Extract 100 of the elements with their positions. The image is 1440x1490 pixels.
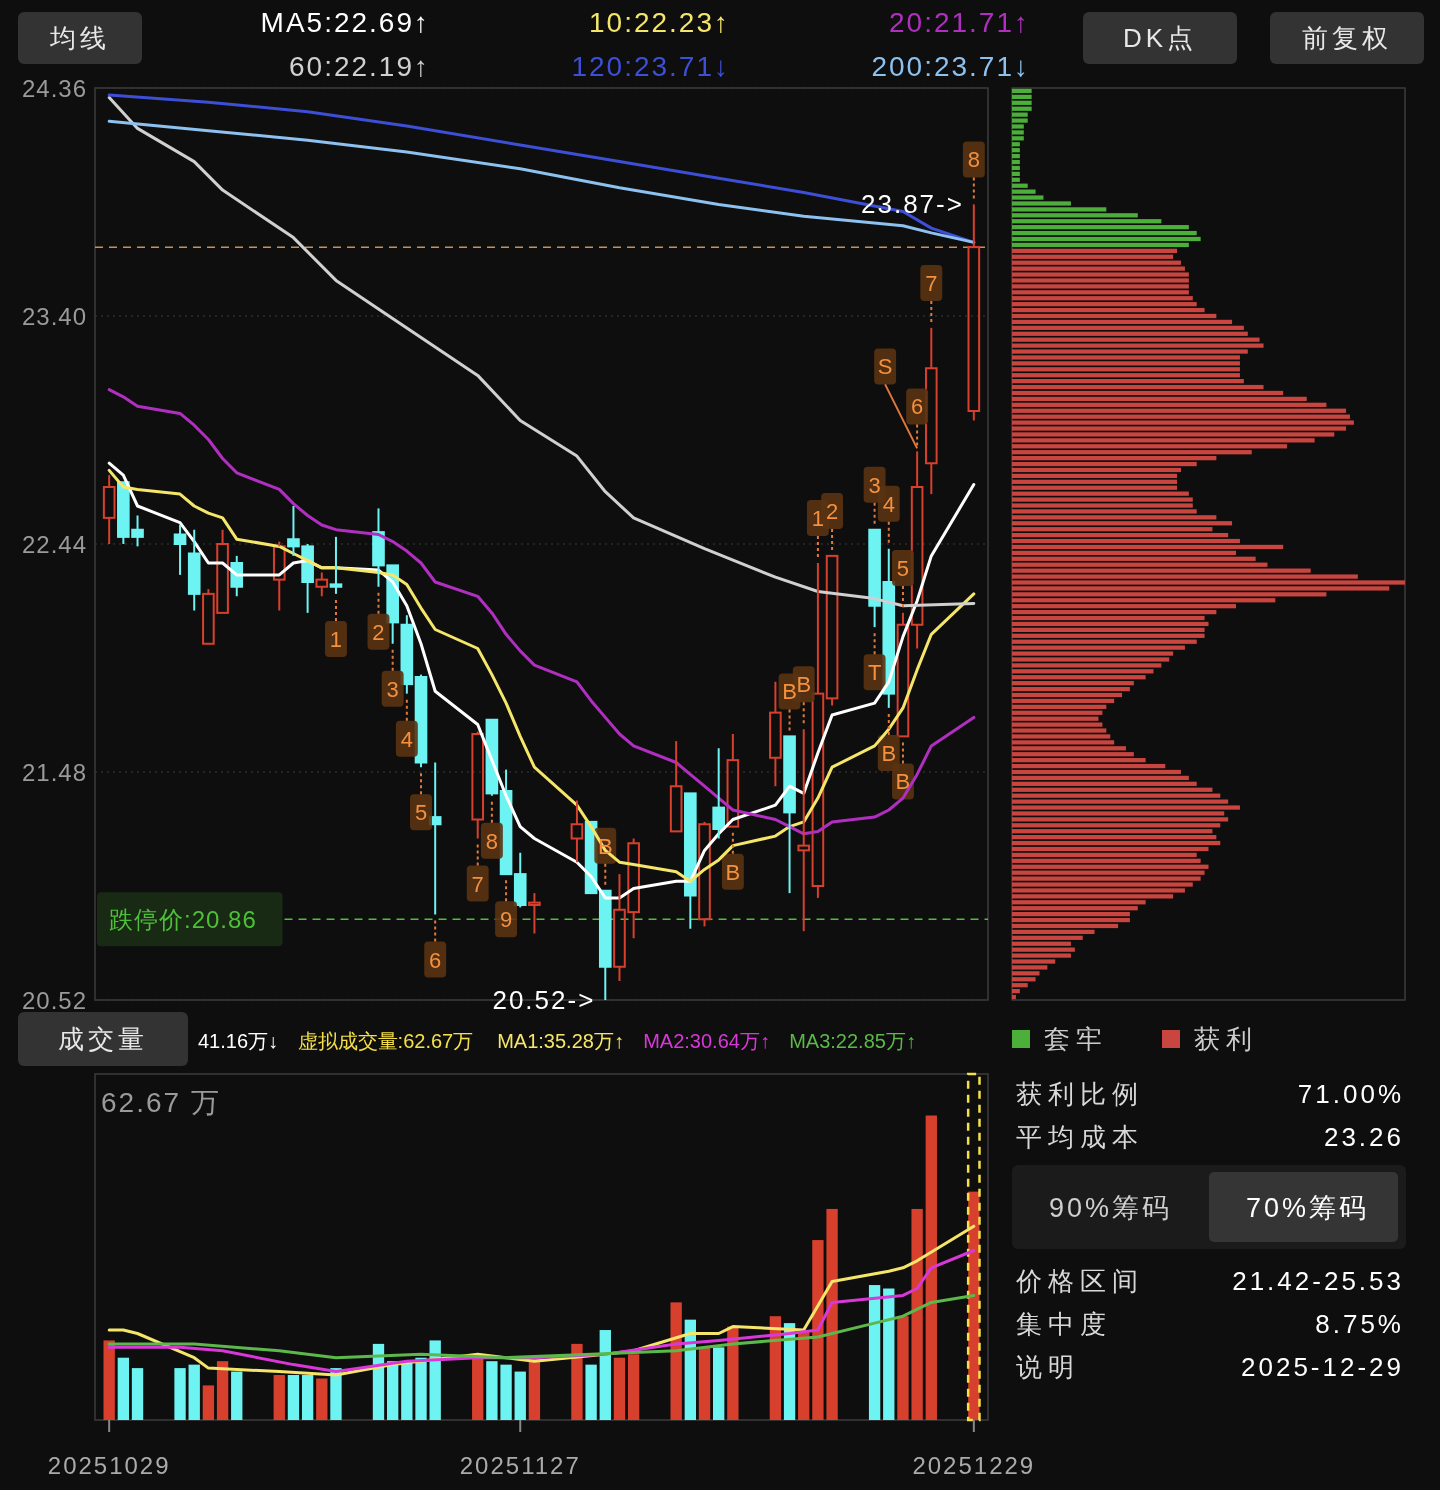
annotation: 23.87-> <box>861 189 964 220</box>
bar <box>1012 467 1181 473</box>
bar <box>966 1072 981 1422</box>
bar <box>1012 319 1233 325</box>
bar <box>1012 988 1020 994</box>
bar <box>585 1364 597 1420</box>
text: 均线 <box>49 23 110 53</box>
bar <box>798 1330 810 1420</box>
candlestick <box>712 747 725 840</box>
bar <box>1012 325 1244 330</box>
annotation: 8 <box>967 147 980 173</box>
bar <box>1012 148 1020 153</box>
annotation: B <box>725 859 741 885</box>
candlestick <box>967 203 981 422</box>
bar <box>1012 675 1146 680</box>
text: 获利 <box>1194 1024 1258 1054</box>
bar <box>571 1343 583 1420</box>
bar <box>1012 846 1209 852</box>
bar <box>1012 183 1028 188</box>
bar <box>1012 941 1071 946</box>
text: MA5:22.69↑ <box>260 7 430 38</box>
bar <box>1012 829 1213 834</box>
annotation: 20.52-> <box>492 985 596 1015</box>
bar <box>727 1326 739 1420</box>
annotation: 6 <box>429 947 442 973</box>
bar <box>1012 633 1205 638</box>
text: 23.26 <box>1323 1122 1404 1152</box>
candlestick <box>570 799 584 864</box>
bar <box>273 1375 285 1420</box>
bar <box>1012 171 1020 176</box>
annotation: 6 <box>911 394 924 420</box>
bar <box>1012 390 1284 396</box>
y-tick-label: 24.36 <box>21 75 87 102</box>
bar <box>1012 929 1095 935</box>
bar <box>627 1354 640 1420</box>
text: 集中度 <box>1016 1309 1112 1339</box>
text: 60:22.19↑ <box>289 51 430 82</box>
bar <box>1012 840 1221 846</box>
bar <box>301 1375 314 1420</box>
candlestick <box>910 450 924 650</box>
bar <box>1012 379 1244 384</box>
text: 41.16万↓ <box>198 1030 279 1052</box>
bar <box>1012 479 1178 484</box>
bar <box>1012 142 1020 147</box>
bar <box>1012 627 1205 632</box>
bar <box>1012 758 1146 763</box>
candlestick <box>187 528 201 612</box>
x-tick-label: 20251029 <box>47 1452 171 1479</box>
annotation: B <box>782 679 797 705</box>
text: MA3:22.85万↑ <box>789 1030 916 1052</box>
bar <box>1012 900 1146 905</box>
candlestick <box>797 728 811 933</box>
bar <box>1012 177 1020 182</box>
text: 70%筹码 <box>1245 1193 1370 1223</box>
bar <box>1012 225 1189 230</box>
annotation: 7 <box>471 871 484 897</box>
text: 20:21.71↑ <box>889 7 1030 38</box>
bar <box>1012 544 1284 550</box>
bar <box>231 1371 243 1420</box>
bar <box>387 1361 399 1420</box>
bar <box>1012 532 1229 538</box>
candlestick <box>811 562 825 899</box>
bar <box>1012 106 1032 111</box>
text: 前复权 <box>1302 23 1392 53</box>
y-tick-label: 23.40 <box>21 303 87 330</box>
bar <box>1012 331 1248 336</box>
text: 21.42-25.53 <box>1232 1266 1404 1296</box>
bar <box>1012 598 1276 603</box>
annotation: 3 <box>386 676 399 702</box>
bar <box>514 1371 526 1420</box>
bar <box>1012 100 1032 105</box>
bar <box>1012 852 1197 858</box>
bar <box>713 1347 725 1420</box>
bar <box>1012 787 1213 792</box>
text: 套牢 <box>1044 1024 1108 1054</box>
annotation: 4 <box>882 491 895 517</box>
bar <box>1012 923 1119 929</box>
text: 200:23.71↓ <box>871 51 1030 82</box>
text: 71.00% <box>1297 1079 1404 1109</box>
bar <box>188 1364 200 1420</box>
bar <box>486 1361 498 1420</box>
bar <box>1012 935 1083 940</box>
y-tick-label: 21.48 <box>21 759 87 786</box>
bar <box>1012 917 1130 923</box>
bar <box>1012 384 1264 390</box>
text: 90%筹码 <box>1048 1193 1173 1223</box>
bar <box>216 1361 229 1420</box>
bar <box>1012 550 1237 556</box>
text: 虚拟成交量:62.67万 <box>297 1030 474 1052</box>
annotation: T <box>867 660 882 686</box>
candlestick <box>329 535 343 595</box>
bar <box>1012 775 1189 781</box>
bar <box>287 1375 300 1420</box>
candlestick <box>528 892 541 935</box>
bar <box>1012 485 1178 490</box>
bar <box>1012 248 1178 253</box>
annotation: 7 <box>925 270 938 296</box>
ref-line-label: 跌停价:20.86 <box>109 906 257 934</box>
bar <box>1012 396 1307 402</box>
bar <box>1012 219 1162 224</box>
